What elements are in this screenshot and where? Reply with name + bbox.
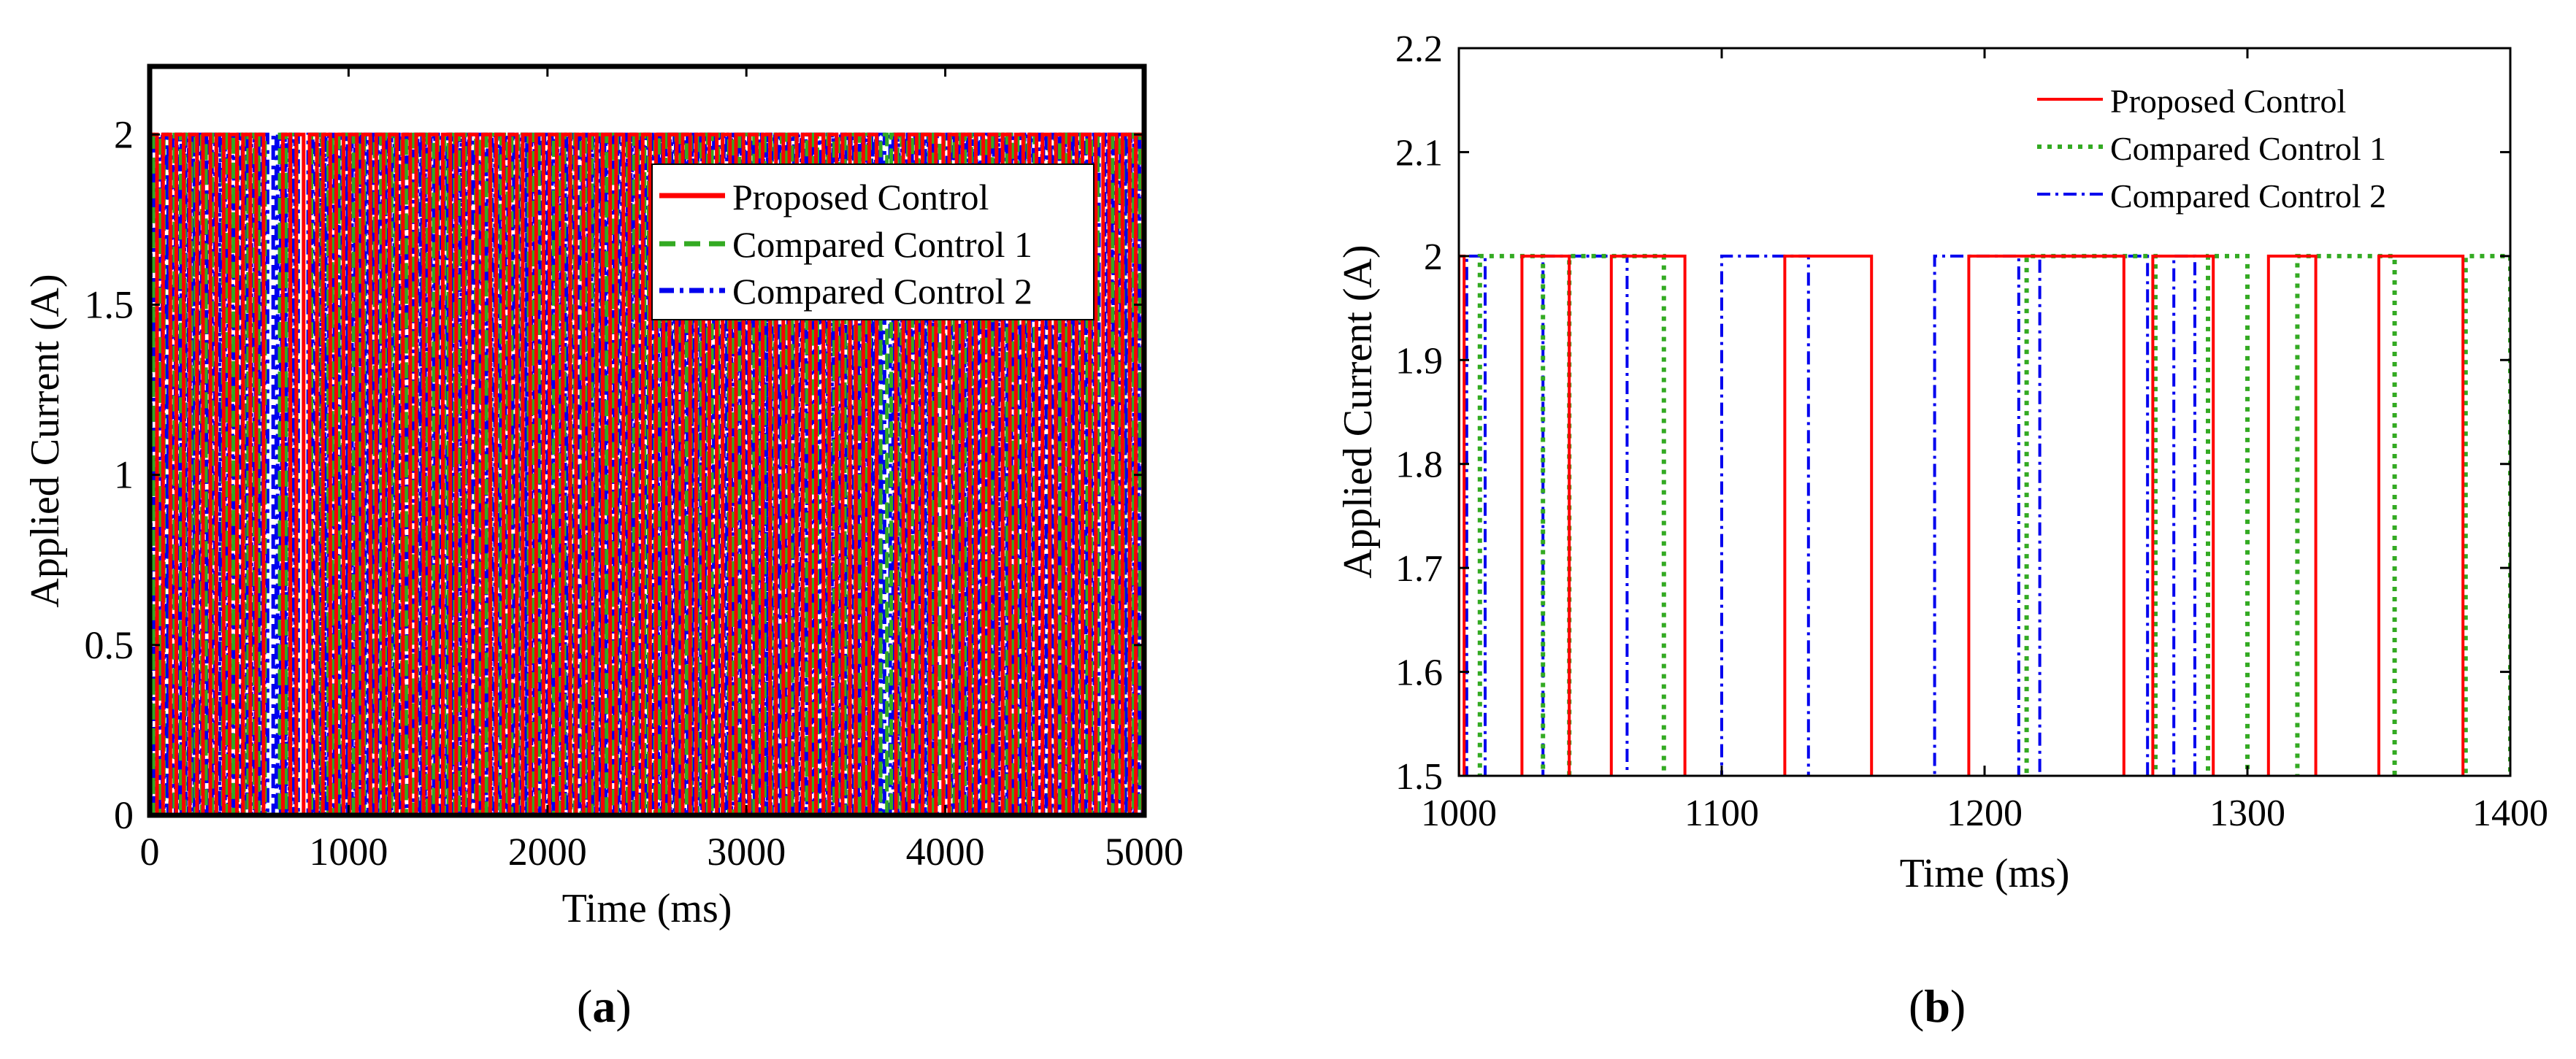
panel-a-xtick-label: 2000 <box>508 830 587 874</box>
panel-a-legend-label-2: Compared Control 1 <box>732 224 1032 265</box>
panel-b-plot-area <box>1459 48 2510 776</box>
panel-a-ytick-label: 1 <box>114 453 134 497</box>
panel-a-ytick-label: 1.5 <box>85 282 134 326</box>
panel-b-legend-label-1: Proposed Control <box>2110 82 2346 120</box>
panel-a-caption-letter: a <box>592 980 616 1032</box>
panel-a-caption-open: ( <box>577 980 592 1032</box>
panel-b-xtick-label: 1100 <box>1684 793 1759 834</box>
panel-a-series-1 <box>150 132 1144 815</box>
panel-a-xtick-label: 4000 <box>906 830 985 874</box>
panel-a-caption-close: ) <box>616 980 631 1032</box>
panel-b-legend-label-2: Compared Control 1 <box>2110 130 2386 167</box>
panel-b-ytick-label: 1.7 <box>1395 548 1443 590</box>
panel-b-xlabel: Time (ms) <box>1900 851 2070 896</box>
panel-a-xtick-label: 1000 <box>309 830 388 874</box>
panel-b-xtick-label: 1200 <box>1947 793 2023 834</box>
panel-a-ylabel: Applied Current (A) <box>23 274 68 607</box>
panel-a-ytick-label: 0.5 <box>85 623 134 667</box>
panel-a: 0 1000 2000 3000 4000 5000 0 0.5 1 1.5 2 Time (ms)… <box>23 63 1184 1032</box>
panel-a-ytick-label: 0 <box>114 793 134 837</box>
panel-a-axes-box <box>147 63 1147 818</box>
panel-a-caption: (a) <box>577 980 632 1032</box>
panel-b-series-group <box>1459 253 2510 776</box>
panel-a-legend: Proposed Control Compared Control 1 Comp… <box>651 163 1095 320</box>
panel-a-legend-label-3: Compared Control 2 <box>732 271 1032 312</box>
panel-b-legend-label-3: Compared Control 2 <box>2110 177 2386 215</box>
panel-b-legend: Proposed Control Compared Control 1 Comp… <box>2037 82 2386 215</box>
panel-b-ytick-label: 2 <box>1424 236 1443 278</box>
panel-b-caption: (b) <box>1909 980 1966 1032</box>
panel-b-xtick-label: 1300 <box>2209 793 2285 834</box>
panel-b-caption-letter: b <box>1924 980 1950 1032</box>
panel-b-series-1 <box>1459 254 2465 776</box>
panel-a-ticks: 0 1000 2000 3000 4000 5000 0 0.5 1 1.5 2 <box>85 66 1184 874</box>
panel-b-ylabel: Applied Current (A) <box>1335 244 1381 578</box>
panel-b: 1000 1100 1200 1300 1400 1.5 1.6 1.7 1.8 1.9 2 2.1 2… <box>1335 28 2548 1032</box>
panel-b-ticks: 1000 1100 1200 1300 1400 1.5 1.6 1.7 1.8 1.9 2 2.1 2… <box>1395 28 2548 834</box>
panel-b-xtick-label: 1000 <box>1421 793 1497 834</box>
panel-b-ytick-label: 1.9 <box>1395 340 1443 382</box>
panel-b-ytick-label: 2.1 <box>1395 132 1443 174</box>
panel-a-series-group <box>150 132 1144 815</box>
panel-b-caption-close: ) <box>1950 980 1966 1032</box>
panel-b-ytick-label: 2.2 <box>1395 28 1443 70</box>
panel-a-xtick-label: 3000 <box>707 830 786 874</box>
panel-a-xtick-label: 5000 <box>1105 830 1184 874</box>
panel-a-xtick-label: 0 <box>140 830 160 874</box>
panel-b-xtick-label: 1400 <box>2472 793 2548 834</box>
panel-a-ytick-label: 2 <box>114 112 134 156</box>
panel-a-legend-box <box>651 163 1095 320</box>
panel-a-xlabel: Time (ms) <box>562 886 732 931</box>
panel-a-legend-label-1: Proposed Control <box>732 177 989 217</box>
panel-b-caption-open: ( <box>1909 980 1924 1032</box>
panel-b-ytick-label: 1.8 <box>1395 444 1443 486</box>
panel-b-ytick-label: 1.5 <box>1395 756 1443 798</box>
panel-b-ytick-label: 1.6 <box>1395 652 1443 694</box>
